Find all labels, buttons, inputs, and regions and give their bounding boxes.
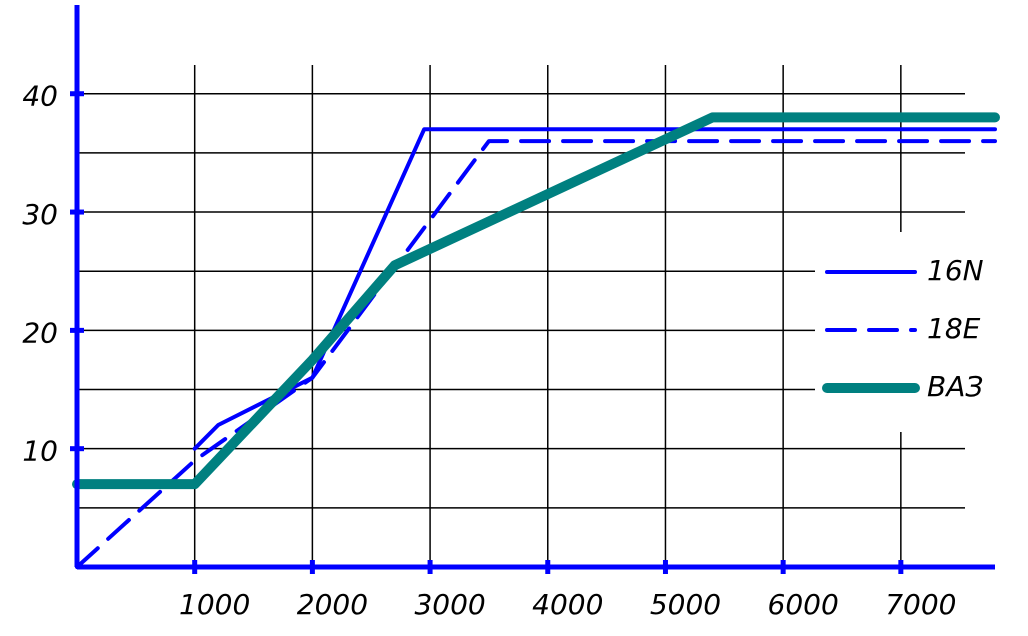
x-tick-label: 4000 xyxy=(532,588,603,621)
x-tick-label: 6000 xyxy=(768,588,839,621)
x-tick-label: 2000 xyxy=(297,588,368,621)
y-tick-label: 30 xyxy=(22,198,58,231)
y-tick-label: 20 xyxy=(22,316,58,349)
y-tick-label: 10 xyxy=(22,435,58,468)
x-tick-label: 5000 xyxy=(650,588,721,621)
x-tick-label: 1000 xyxy=(179,588,250,621)
x-tick-label: 3000 xyxy=(414,588,485,621)
series-line xyxy=(72,112,1000,490)
legend-label: 18E xyxy=(927,312,981,345)
legend-label: ВАЗ xyxy=(927,370,983,403)
x-tick-label: 7000 xyxy=(885,588,956,621)
y-tick-label: 40 xyxy=(22,80,58,113)
legend-label: 16N xyxy=(927,254,984,287)
